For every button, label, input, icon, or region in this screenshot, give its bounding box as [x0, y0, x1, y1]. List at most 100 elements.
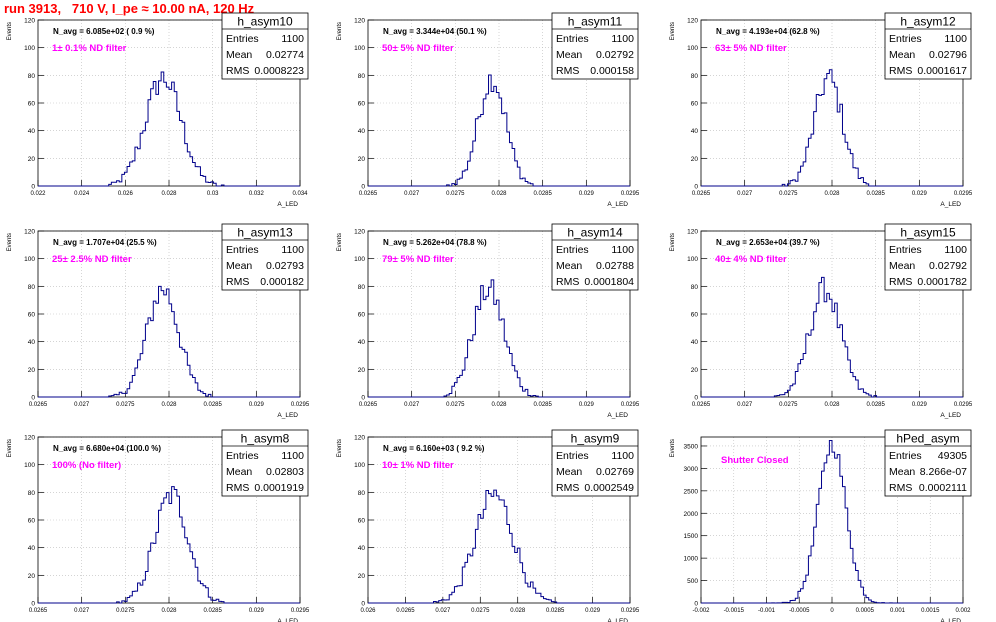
y-tick-label: 80 [691, 73, 699, 80]
y-tick-label: 60 [28, 312, 36, 319]
stat-label: Entries [889, 244, 922, 256]
y-tick-label: 20 [28, 573, 36, 580]
x-tick-label: 0.0285 [533, 191, 552, 197]
histogram-name: h_asym10 [237, 15, 293, 29]
x-tick-label: 0.0295 [291, 608, 310, 614]
stat-value: 1100 [611, 33, 634, 45]
y-tick-label: 100 [354, 462, 365, 469]
y-tick-label: 60 [358, 518, 366, 525]
x-tick-label: 0.0005 [856, 608, 875, 614]
stat-label: RMS [556, 276, 579, 288]
y-tick-label: 120 [687, 18, 698, 25]
stat-value: 0.0001617 [917, 65, 967, 77]
stat-label: RMS [889, 276, 912, 288]
histogram-panel-h_asym8: 0 20 40 60 80 100 120 0.0265 0.027 0.0275 0.028 0.0… [7, 429, 310, 622]
histogram-line [38, 486, 300, 604]
y-tick-label: 2500 [684, 488, 699, 495]
x-tick-label: 0 [830, 608, 834, 614]
y-tick-label: 80 [358, 73, 366, 80]
filter-annotation: 1± 0.1% ND filter [52, 43, 127, 54]
stat-label: Entries [556, 450, 589, 462]
stat-value: 0.0001919 [254, 482, 304, 494]
x-tick-label: 0.028 [510, 608, 526, 614]
x-tick-label: 0.028 [491, 402, 507, 408]
filter-annotation: 63± 5% ND filter [715, 43, 787, 54]
x-tick-label: 0.028 [161, 191, 177, 197]
stat-label: Entries [226, 33, 259, 45]
y-tick-label: 80 [28, 284, 36, 291]
navg-label: N_avg = 5.262e+04 (78.8 %) [383, 238, 487, 247]
x-tick-label: 0.027 [737, 191, 753, 197]
stat-label: RMS [226, 65, 249, 77]
x-tick-label: 0.0285 [203, 402, 222, 408]
x-tick-label: 0.027 [404, 402, 420, 408]
x-tick-label: 0.0295 [621, 608, 640, 614]
y-tick-label: 80 [358, 490, 366, 497]
histogram-name: h_asym11 [568, 15, 623, 29]
y-tick-label: 20 [691, 156, 699, 163]
histogram-name: hPed_asym [896, 432, 959, 446]
histogram-line [701, 276, 963, 398]
filter-annotation: 10± 1% ND filter [382, 460, 454, 471]
x-tick-label: 0.0285 [203, 608, 222, 614]
y-tick-label: 120 [354, 229, 365, 236]
x-tick-label: 0.028 [161, 402, 177, 408]
x-tick-label: 0.0275 [446, 191, 465, 197]
x-tick-label: 0.0265 [359, 402, 378, 408]
x-tick-label: 0.029 [249, 608, 265, 614]
stats-box: h_asym10 Entries 1100 Mean 0.02774 RMS 0.00082… [221, 12, 309, 80]
histogram-name: h_asym8 [241, 432, 290, 446]
stat-label: RMS [889, 482, 912, 494]
histogram-line [368, 279, 630, 398]
x-tick-label: 0.0275 [116, 608, 135, 614]
y-axis-label: Events [337, 439, 343, 457]
x-tick-label: 0.0285 [866, 402, 885, 408]
x-tick-label: 0.0265 [29, 402, 48, 408]
stat-value: 1100 [611, 244, 634, 256]
y-tick-label: 3000 [684, 466, 699, 473]
histogram-name: h_asym9 [571, 432, 620, 446]
x-tick-label: 0.029 [585, 608, 601, 614]
x-tick-label: 0.0295 [621, 402, 640, 408]
x-tick-label: 0.029 [579, 191, 595, 197]
stats-box: h_asym14 Entries 1100 Mean 0.02788 RMS 0.00018… [551, 223, 639, 291]
x-axis-label: A_LED [277, 618, 298, 622]
stat-label: Entries [556, 33, 589, 45]
x-tick-label: 0.002 [955, 608, 971, 614]
y-tick-label: 60 [358, 312, 366, 319]
y-tick-label: 0 [31, 184, 35, 191]
y-tick-label: 120 [24, 229, 35, 236]
stat-value: 1100 [611, 450, 634, 462]
x-axis-label: A_LED [940, 412, 961, 419]
y-tick-label: 20 [28, 156, 36, 163]
y-tick-label: 40 [358, 128, 366, 135]
y-tick-label: 40 [28, 545, 36, 552]
y-tick-label: 2000 [684, 511, 699, 518]
y-tick-label: 80 [358, 284, 366, 291]
y-tick-label: 100 [24, 462, 35, 469]
y-tick-label: 100 [24, 45, 35, 52]
y-tick-label: 100 [354, 45, 365, 52]
y-axis-label: Events [337, 22, 343, 40]
y-axis-label: Events [7, 233, 13, 251]
y-tick-label: 60 [28, 101, 36, 108]
x-tick-label: -0.001 [758, 608, 776, 614]
x-tick-label: 0.026 [118, 191, 134, 197]
stats-box: h_asym13 Entries 1100 Mean 0.02793 RMS 0.00018… [221, 223, 309, 291]
stat-value: 0.0001804 [584, 276, 634, 288]
x-tick-label: 0.028 [824, 191, 840, 197]
x-axis-label: A_LED [277, 201, 298, 208]
stat-label: RMS [556, 65, 579, 77]
x-tick-label: 0.001 [890, 608, 906, 614]
x-tick-label: 0.0285 [866, 191, 885, 197]
histogram-panel-h_asym13: 0 20 40 60 80 100 120 0.0265 0.027 0.0275 0.028 0.0… [7, 223, 310, 419]
histogram-panel-h_asym11: 0 20 40 60 80 100 120 0.0265 0.027 0.0275 0.028 0.0… [337, 12, 640, 208]
x-tick-label: 0.027 [404, 191, 420, 197]
y-tick-label: 120 [687, 229, 698, 236]
stats-box: h_asym12 Entries 1100 Mean 0.02796 RMS 0.00016… [884, 12, 972, 80]
stats-box: hPed_asym Entries 49305 Mean 8.266e-07 RMS 0.0… [884, 429, 972, 497]
y-tick-label: 80 [691, 284, 699, 291]
y-axis-label: Events [7, 439, 13, 457]
stat-label: Mean [556, 49, 582, 61]
stat-value: 0.0001782 [917, 276, 967, 288]
